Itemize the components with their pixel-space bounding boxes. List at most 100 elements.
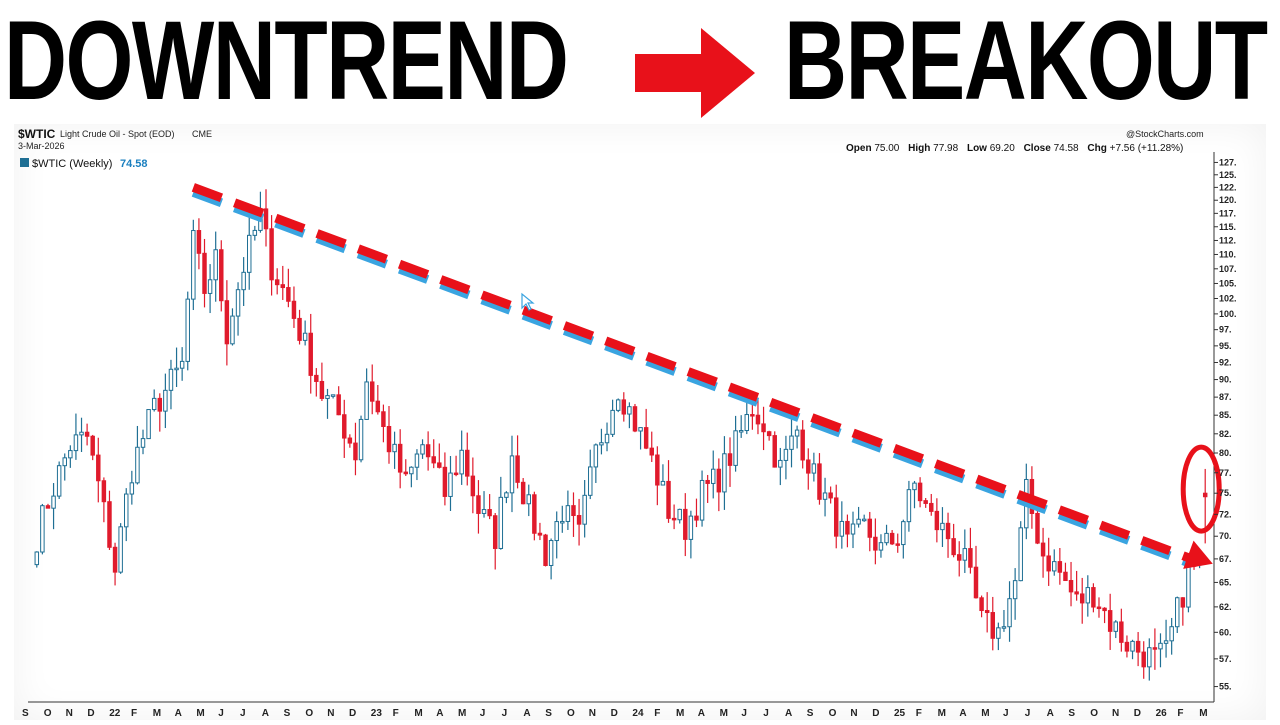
y-tick-label: 102. [1219,293,1237,303]
x-tick-label: N [1112,708,1119,719]
candle-body [917,482,923,502]
y-tick-label: 65. [1219,577,1232,587]
candle-body [90,435,95,456]
candle-body [733,430,738,466]
chart-exchange: CME [192,129,212,139]
candle-body [632,406,638,432]
candle-body [940,522,945,531]
candle-body [973,566,979,599]
candle-body [196,230,202,254]
x-tick-label: M [153,708,161,719]
x-tick-label: N [66,708,73,719]
x-tick-label: J [218,708,224,719]
candle-body [711,468,716,484]
legend-label: $WTIC (Weekly) [32,158,112,170]
x-tick-label: O [1090,708,1098,719]
candle-body [280,284,286,289]
candle-body [537,532,543,536]
x-tick-labels: S O N D 22 F M A M J J A S O N D 23 F M A M J J A S O N D 24 F M A M J J A S… [22,708,1208,719]
headline-left-word: DOWNTREND [4,0,569,123]
x-tick-label: 23 [371,708,383,719]
candle-body [353,442,358,461]
candle-body [884,532,889,544]
candle-body [369,381,375,402]
candle-body [34,551,40,566]
candle-body [996,627,1001,639]
candle-body [565,505,571,522]
x-tick-label: O [829,708,837,719]
ohlc-open-label: Open [846,143,872,154]
y-tick-label: 92. [1219,357,1232,367]
candle-body [431,456,436,464]
candle-body [1175,597,1180,628]
candle-body [263,208,269,230]
candle-body [699,479,705,521]
candle-body [392,443,397,453]
candle-body [889,532,895,545]
chart-symbol: $WTIC [18,127,56,141]
x-tick-label: D [349,708,356,719]
candle-body [1001,626,1007,629]
candle-body [856,518,861,525]
candle-body [1057,561,1063,573]
candle-body [783,448,789,461]
candle-body [498,496,504,549]
candle-body [347,437,353,444]
candle-body [45,505,51,509]
y-tick-label: 95. [1219,341,1232,351]
y-tick-label: 107. [1219,264,1237,274]
x-tick-label: D [1134,708,1141,719]
ohlc-open-value: 75.00 [874,143,899,154]
candle-body [727,453,733,466]
x-tick-label: O [305,708,313,719]
candle-body [520,481,526,505]
candle-body [929,502,934,512]
candle-body [655,454,660,486]
candle-body [219,249,224,302]
candle-body [744,414,750,432]
candle-body [504,492,509,498]
candle-body [1035,512,1040,544]
candle-body [1018,527,1023,582]
y-tick-label: 87. [1219,392,1232,402]
candle-body [526,494,531,505]
headline-right-word: BREAKOUT [784,0,1268,123]
y-tick-label: 77. [1219,468,1232,478]
candle-body [185,298,190,362]
ohlc-readout: Open 75.00 High 77.98 Low 69.20 Close 74… [846,143,1183,154]
candle-body [1158,642,1163,650]
candle-body [101,480,107,503]
candle-body [425,444,431,458]
x-tick-label: A [959,708,966,719]
candle-body [990,612,995,639]
headline-arrow-icon [635,28,755,118]
candle-body [1085,587,1091,604]
x-tick-label: A [785,708,792,719]
candle-body [895,543,900,546]
candle-body [806,459,811,474]
x-tick-label: M [196,708,204,719]
y-tick-label: 57. [1219,654,1232,664]
x-tick-label: D [611,708,618,719]
candle-body [794,429,800,437]
candle-body [157,397,163,412]
candle-body [163,389,168,412]
candle-body [146,409,151,440]
chart-canvas: $WTIC Light Crude Oil - Spot (EOD) CME 3… [18,127,1237,719]
candle-body [548,540,554,566]
candle-body [1096,606,1102,610]
y-tick-label: 115. [1219,222,1236,232]
candle-body [302,332,308,341]
y-tick-labels: 55. 57. 60. 62. 65. 67. 70. 72. 75. 77. 80. 82. 85. 8… [1214,157,1237,692]
candle-body [772,435,777,468]
candle-body [1091,587,1096,608]
candle-body [643,427,649,449]
candle-body [755,414,761,425]
candle-body [694,515,699,521]
candle-body [817,463,822,500]
candle-body [1074,591,1079,595]
y-tick-label: 80. [1219,448,1232,458]
trendline-arrowhead [1183,540,1213,569]
candle-body [56,465,62,497]
ohlc-low-label: Low [967,143,987,154]
